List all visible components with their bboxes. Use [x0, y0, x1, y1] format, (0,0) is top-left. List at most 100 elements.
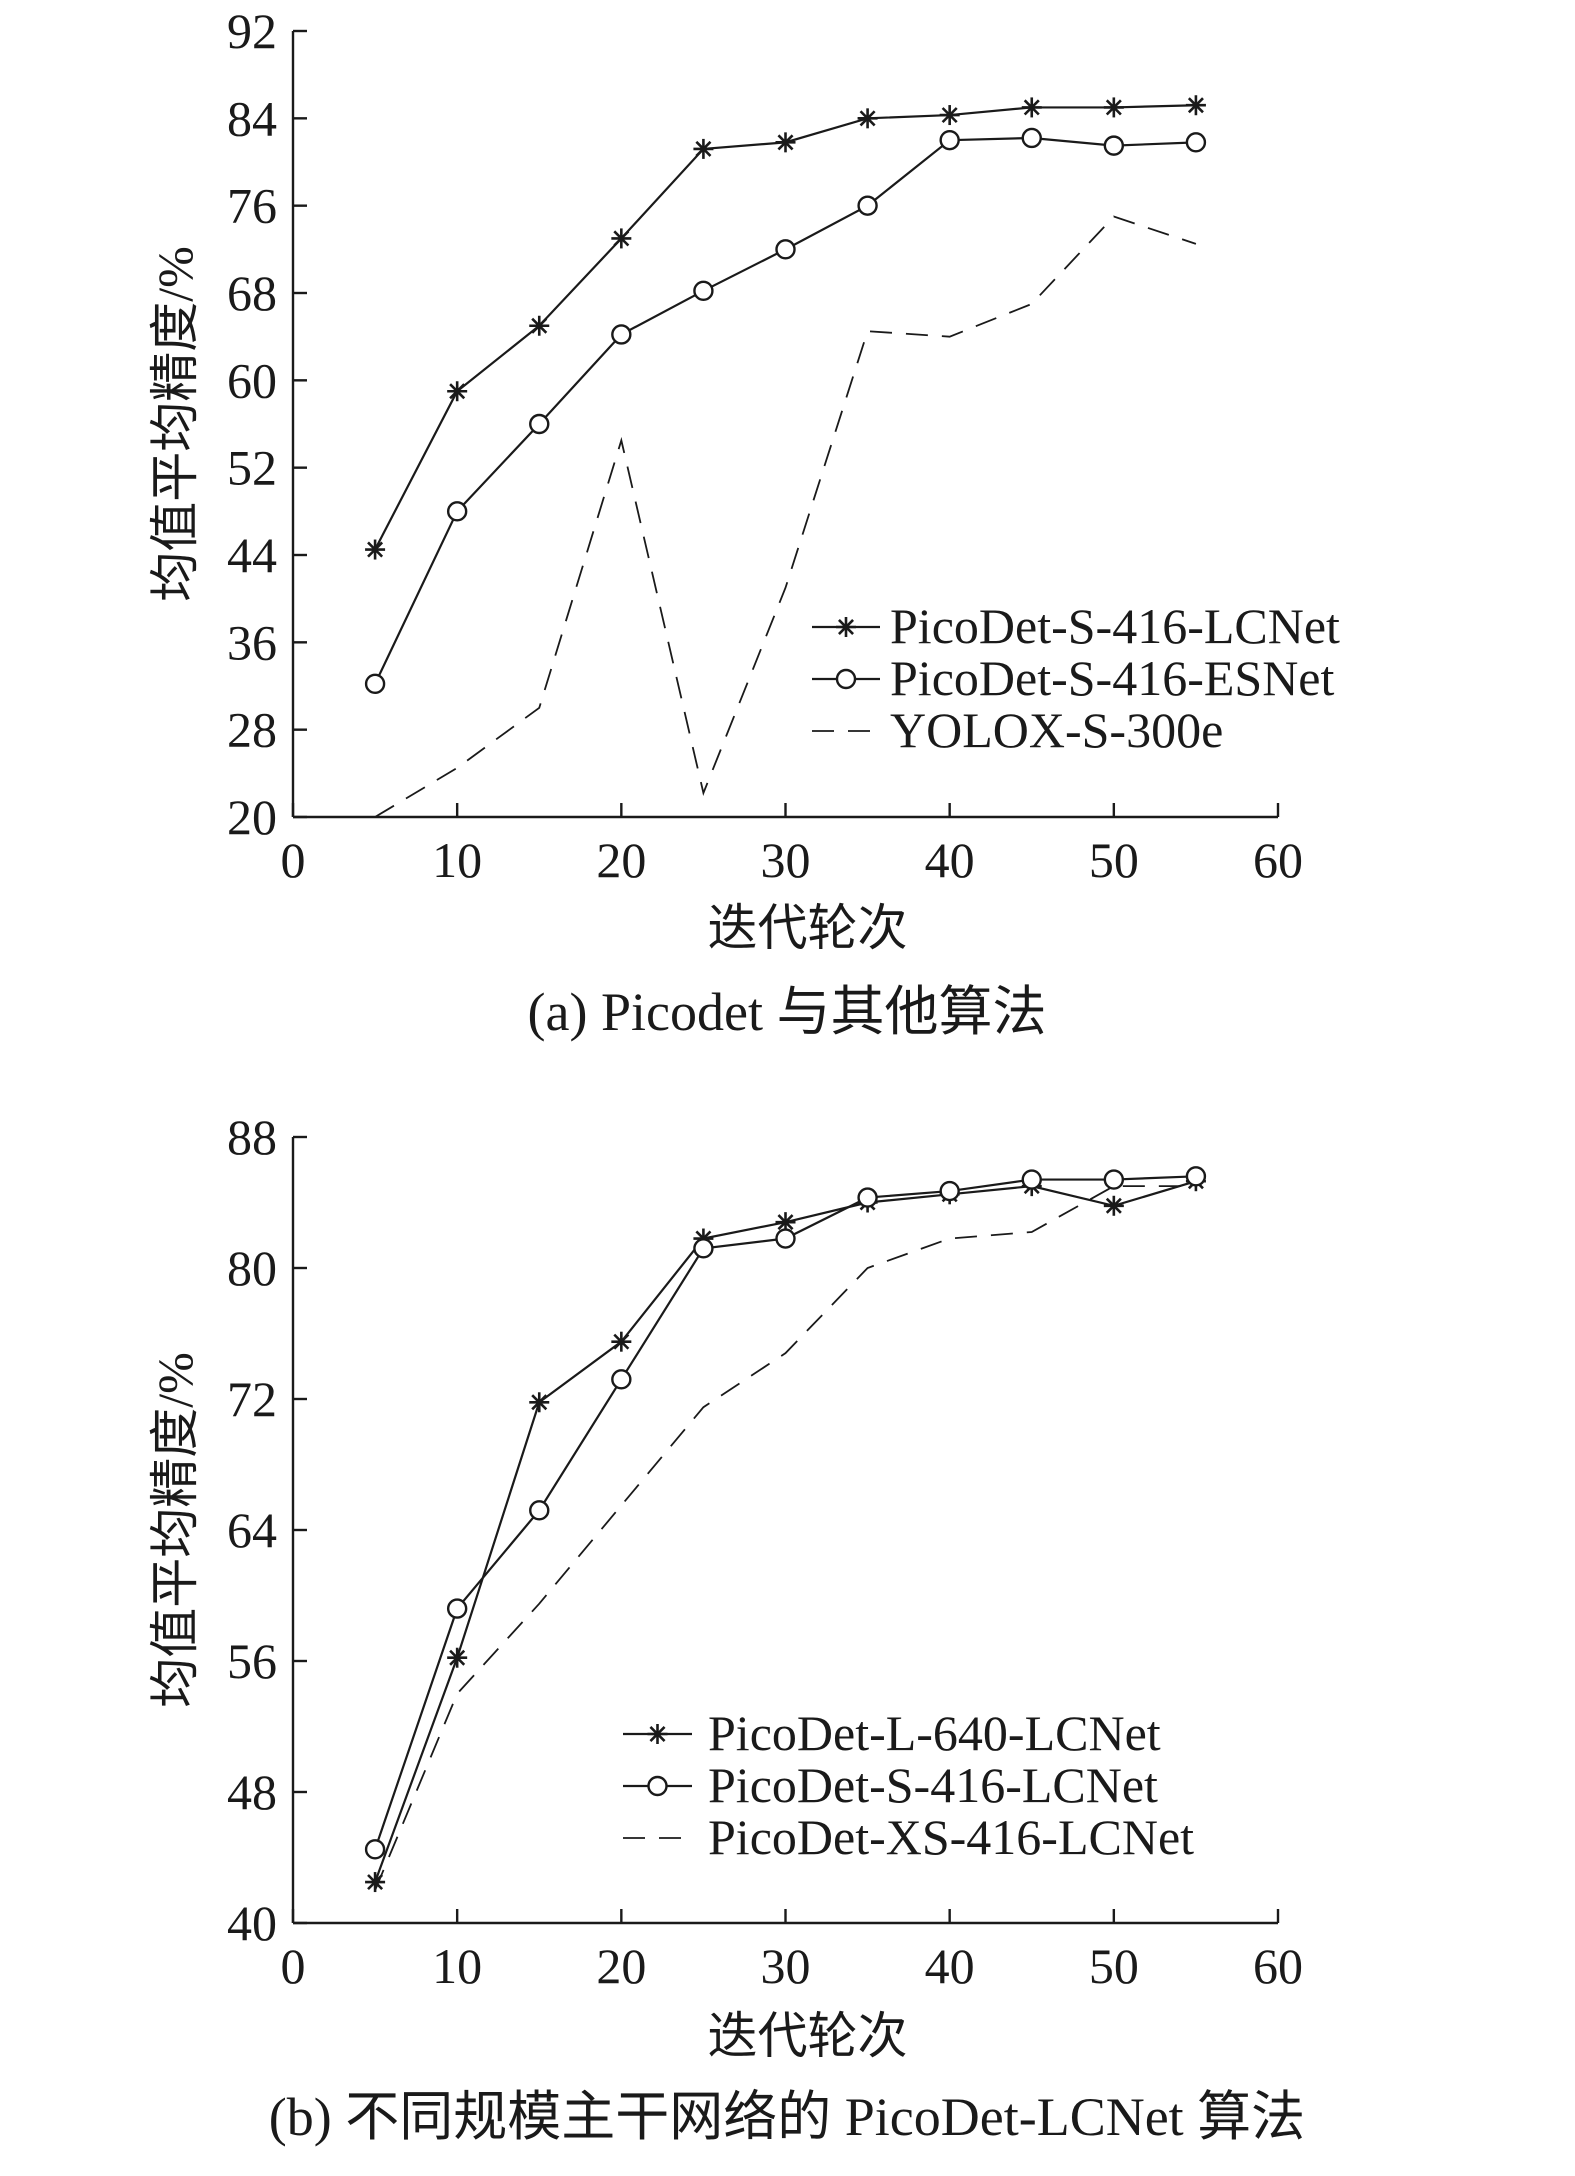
x-tick-label: 30: [761, 832, 811, 888]
data-point: [1185, 95, 1206, 116]
chart-panel-a: 20 28 36 44 52 60 68 76 84 92 0 10 20 30 40 50 60 迭代轮次 均值平…: [147, 3, 1340, 1042]
y-tick-label: 72: [227, 1371, 277, 1427]
data-point: [529, 315, 550, 336]
series-line: [374, 215, 1197, 818]
y-tick-label: 44: [227, 527, 277, 583]
data-point: [1021, 127, 1042, 149]
y-tick-label: 20: [227, 789, 277, 845]
legend-entry: PicoDet-S-416-LCNet: [623, 1757, 1158, 1813]
legend-label: YOLOX-S-300e: [890, 702, 1223, 758]
y-tick-label: 52: [227, 440, 277, 496]
data-point: [1103, 135, 1125, 156]
x-tick-label: 10: [432, 832, 482, 888]
series-PicoDet-S-416-LCNet: [364, 1166, 1207, 1860]
data-point: [529, 413, 550, 435]
x-tick-label: 60: [1253, 832, 1303, 888]
legend-label: PicoDet-L-640-LCNet: [708, 1705, 1161, 1761]
data-point: [364, 1839, 386, 1860]
data-point: [1021, 1169, 1042, 1190]
data-point: [611, 324, 632, 345]
y-tick-label: 80: [227, 1240, 277, 1296]
x-tick-label: 30: [761, 1938, 811, 1994]
series-line: [374, 1185, 1196, 1891]
legend-entry: PicoDet-S-416-LCNet: [812, 598, 1340, 654]
data-point: [611, 1331, 632, 1352]
data-point: [611, 228, 632, 249]
legend-entry: YOLOX-S-300e: [812, 702, 1223, 758]
data-point: [693, 280, 714, 302]
data-point: [447, 381, 468, 402]
x-axis-title: 迭代轮次: [708, 900, 908, 956]
y-tick-label: 64: [227, 1502, 277, 1558]
chart-panel-b: 40 48 56 64 72 80 88 0 10 20 30 40 50 60 迭代轮次 均值平均精度/% P…: [147, 1109, 1305, 2147]
data-point: [364, 673, 386, 695]
y-tick-label: 40: [227, 1895, 277, 1951]
data-point: [775, 132, 796, 153]
x-tick-label: 40: [925, 1938, 975, 1994]
data-point: [1103, 97, 1124, 118]
data-point: [693, 1238, 714, 1259]
series-PicoDet-S-416-LCNet: [365, 95, 1206, 560]
data-point: [693, 138, 714, 159]
y-tick-label: 88: [227, 1109, 277, 1165]
y-tick-label: 84: [227, 90, 277, 146]
legend-marker: [836, 617, 856, 637]
data-point: [365, 539, 386, 560]
x-tick-label: 50: [1089, 1938, 1139, 1994]
data-point: [775, 1228, 796, 1249]
y-tick-label: 76: [227, 178, 277, 234]
data-point: [775, 239, 796, 260]
chart-caption: (a) Picodet 与其他算法: [528, 982, 1047, 1042]
y-axis-title: 均值平均精度/%: [147, 1352, 203, 1708]
data-point: [857, 1187, 878, 1208]
x-tick-label: 20: [596, 1938, 646, 1994]
data-point: [446, 1598, 468, 1619]
x-axis-title: 迭代轮次: [708, 2008, 908, 2064]
data-point: [529, 1500, 550, 1521]
data-point: [857, 108, 878, 129]
y-tick-label: 92: [227, 3, 277, 59]
legend-label: PicoDet-S-416-LCNet: [890, 598, 1340, 654]
series-PicoDet-XS-416-LCNet: [374, 1185, 1196, 1891]
data-point: [1185, 132, 1207, 153]
data-point: [529, 1392, 550, 1413]
x-tick-label: 0: [281, 1938, 306, 1994]
series-line: [374, 104, 1196, 551]
legend-entry: PicoDet-L-640-LCNet: [623, 1705, 1161, 1761]
data-point: [446, 501, 468, 522]
data-point: [447, 1647, 468, 1668]
series-PicoDet-S-416-ESNet: [364, 127, 1207, 695]
y-axis-title: 均值平均精度/%: [147, 246, 203, 602]
y-tick-label: 60: [227, 352, 277, 408]
legend-marker: [647, 1724, 668, 1744]
data-point: [1103, 1195, 1124, 1216]
data-point: [1185, 1166, 1207, 1187]
y-tick-label: 28: [227, 702, 277, 758]
data-point: [1103, 1169, 1125, 1190]
legend-entry: PicoDet-XS-416-LCNet: [623, 1809, 1194, 1865]
x-tick-label: 20: [596, 832, 646, 888]
data-point: [1021, 97, 1042, 118]
data-point: [939, 105, 960, 126]
legend-label: PicoDet-S-416-LCNet: [708, 1757, 1158, 1813]
legend-marker: [835, 668, 857, 690]
data-point: [939, 129, 960, 151]
legend-label: PicoDet-XS-416-LCNet: [708, 1809, 1194, 1865]
chart-caption: (b) 不同规模主干网络的 PicoDet-LCNet 算法: [269, 2087, 1305, 2147]
data-point: [939, 1180, 960, 1202]
data-point: [611, 1369, 632, 1390]
x-tick-label: 10: [432, 1938, 482, 1994]
data-point: [857, 195, 878, 216]
series-YOLOX-S-300e: [374, 215, 1197, 818]
legend-label: PicoDet-S-416-ESNet: [890, 650, 1334, 706]
x-tick-label: 40: [925, 832, 975, 888]
x-tick-label: 50: [1089, 832, 1139, 888]
data-point: [775, 1212, 796, 1233]
y-tick-label: 68: [227, 265, 277, 321]
x-tick-label: 60: [1253, 1938, 1303, 1994]
y-tick-label: 48: [227, 1764, 277, 1820]
legend-entry: PicoDet-S-416-ESNet: [812, 650, 1334, 706]
legend-marker: [647, 1775, 668, 1797]
y-tick-label: 36: [227, 614, 277, 670]
